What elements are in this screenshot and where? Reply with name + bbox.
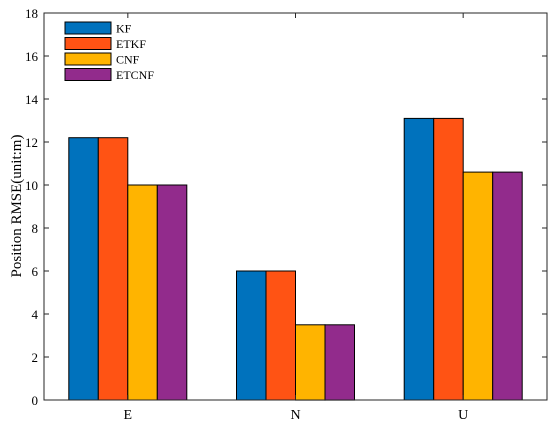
- legend-label-etcnf: ETCNF: [116, 68, 154, 82]
- bar-cnf-e: [127, 184, 158, 401]
- y-tick-label: 6: [32, 264, 39, 279]
- bar-etcnf-e: [156, 184, 188, 401]
- axes-group: 0 2 4 6 8 10 12 14 16 18 E N U: [25, 6, 548, 423]
- y-tick-label: 12: [25, 135, 38, 150]
- legend-label-etkf: ETKF: [116, 37, 146, 51]
- bar-cnf-u: [462, 171, 494, 401]
- bar-etkf-n: [265, 270, 296, 401]
- bar-etkf-u: [433, 117, 464, 401]
- y-tick-label: 0: [32, 393, 39, 408]
- y-tick-label: 16: [25, 49, 39, 64]
- bars-group: [68, 117, 523, 401]
- y-tick-label: 4: [32, 307, 39, 322]
- legend-swatch-etkf: [64, 37, 112, 50]
- legend-swatch-cnf: [64, 52, 112, 66]
- legend-swatch-etcnf: [64, 68, 112, 81]
- y-tick-label: 10: [25, 178, 38, 193]
- bar-cnf-n: [295, 324, 326, 401]
- legend-swatch-kf: [64, 21, 112, 35]
- x-tick-label: E: [124, 408, 133, 423]
- y-tick-label: 18: [25, 6, 38, 21]
- y-tick-label: 8: [32, 221, 39, 236]
- x-tick-label: U: [458, 408, 468, 423]
- y-axis-label: Position RMSE(unit:m): [9, 135, 25, 278]
- legend-label-cnf: CNF: [116, 53, 140, 67]
- bar-etcnf-u: [492, 171, 523, 401]
- legend-label-kf: KF: [116, 22, 132, 36]
- bar-etkf-e: [97, 137, 129, 401]
- x-tick-label: N: [290, 408, 300, 423]
- bar-kf-u: [403, 117, 435, 401]
- y-tick-label: 14: [25, 92, 39, 107]
- y-tick-label: 2: [32, 350, 39, 365]
- bar-kf-e: [68, 137, 99, 401]
- bar-etcnf-n: [324, 324, 355, 401]
- bar-kf-n: [236, 270, 267, 401]
